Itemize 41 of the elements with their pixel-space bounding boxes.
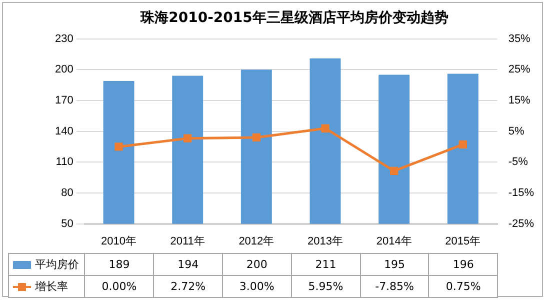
data-label: 211 bbox=[290, 253, 361, 276]
y2-tick-label: 5% bbox=[508, 125, 524, 138]
point bbox=[114, 142, 123, 151]
y2-tick-label: 35% bbox=[508, 32, 531, 45]
y-tick-label: 170 bbox=[54, 94, 74, 106]
point bbox=[184, 134, 192, 142]
y2-tick-label: -15% bbox=[508, 187, 534, 199]
y-tick-label: 110 bbox=[56, 156, 74, 168]
data-label: 189 bbox=[84, 253, 154, 276]
legend-label: 增长率 bbox=[35, 279, 68, 294]
x-tick-label: 2011年 bbox=[170, 235, 205, 248]
data-label: 194 bbox=[153, 253, 223, 276]
x-tick-label: 2013年 bbox=[308, 235, 343, 248]
y2-tick-label: 15% bbox=[508, 94, 531, 106]
chart-title: 珠海2010-2015年三星级酒店平均房价变动趋势 bbox=[140, 9, 448, 26]
point bbox=[458, 140, 467, 148]
y-tick-label: 50 bbox=[61, 218, 74, 230]
data-label: 200 bbox=[222, 253, 292, 276]
data-label: 5.95% bbox=[290, 275, 361, 298]
y-tick-label: 200 bbox=[54, 64, 74, 76]
data-label: 2.72% bbox=[153, 275, 223, 298]
data-label: 3.00% bbox=[222, 275, 292, 298]
x-tick-label: 2012年 bbox=[238, 235, 274, 248]
y2-tick-label: -25% bbox=[508, 218, 534, 230]
data-label: 195 bbox=[360, 253, 430, 276]
y-tick-label: 140 bbox=[54, 125, 74, 138]
data-label: -7.85% bbox=[360, 275, 430, 298]
point bbox=[321, 124, 330, 132]
data-label: 0.00% bbox=[84, 275, 154, 298]
y2-tick-label: -5% bbox=[508, 156, 528, 168]
x-tick-label: 2015年 bbox=[445, 235, 481, 248]
point bbox=[252, 133, 260, 142]
y-tick-label: 80 bbox=[61, 187, 74, 199]
point bbox=[390, 166, 398, 175]
data-label: 0.75% bbox=[428, 275, 498, 298]
x-tick-label: 2010年 bbox=[101, 235, 137, 248]
y-tick-label: 230 bbox=[54, 32, 74, 45]
legend-label: 平均房价 bbox=[35, 257, 79, 272]
data-label: 196 bbox=[428, 253, 498, 276]
x-tick-label: 2014年 bbox=[376, 235, 412, 248]
y2-tick-label: 25% bbox=[508, 64, 531, 76]
